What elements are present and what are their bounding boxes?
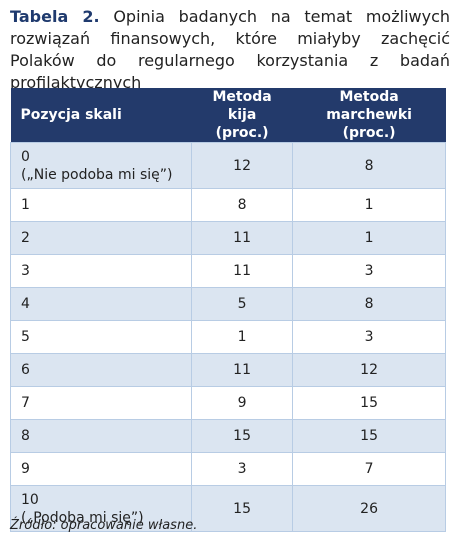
source-note: Źródło: opracowanie własne. <box>10 518 198 533</box>
value-cell: 26 <box>292 485 446 532</box>
header-cell: Metoda marchewki (proc.) <box>292 88 446 143</box>
position-cell: 8 <box>10 419 192 453</box>
position: 10 <box>21 491 39 508</box>
position: 3 <box>21 263 30 279</box>
position-cell: 10 („Podoba mi się”) <box>10 485 192 532</box>
position: 7 <box>21 395 30 411</box>
value-cell: 11 <box>190 353 294 387</box>
value-cell: 5 <box>190 287 294 321</box>
value-cell: 3 <box>292 320 446 354</box>
position-cell: 3 <box>10 254 192 288</box>
value-cell: 8 <box>190 188 294 222</box>
header-text: Pozycja skali <box>20 107 122 123</box>
table-body: 0 („Nie podoba mi się”) 12 8 1 8 1 2 11 1 3 11 3 4 5 8 5… <box>10 142 446 532</box>
value-cell: 15 <box>292 386 446 420</box>
value-cell: 9 <box>190 386 294 420</box>
table-row: 8 15 15 <box>10 419 446 453</box>
caption-text: Opinia badanych na temat możliwych rozwi… <box>10 7 450 92</box>
value-cell: 12 <box>190 142 294 189</box>
table: Pozycja skali Metoda kija (proc.) Metoda mar… <box>10 88 446 532</box>
table-row: 3 11 3 <box>10 254 446 288</box>
table-row: 2 11 1 <box>10 221 446 255</box>
value-cell: 15 <box>292 419 446 453</box>
position: 2 <box>21 230 30 246</box>
table-row: 7 9 15 <box>10 386 446 420</box>
position: 9 <box>21 461 30 477</box>
position: 0 <box>21 148 30 165</box>
value-cell: 7 <box>292 452 446 486</box>
header-cell: Metoda kija (proc.) <box>191 88 293 143</box>
value-cell: 15 <box>190 419 294 453</box>
position-cell: 0 („Nie podoba mi się”) <box>10 142 192 189</box>
position-cell: 2 <box>10 221 192 255</box>
value-cell: 1 <box>292 188 446 222</box>
position-cell: 1 <box>10 188 192 222</box>
position: 8 <box>21 428 30 444</box>
value-cell: 15 <box>190 485 294 532</box>
value-cell: 11 <box>190 254 294 288</box>
position: 5 <box>21 329 30 345</box>
caption-label: Tabela 2. <box>10 7 100 26</box>
value-cell: 1 <box>190 320 294 354</box>
header-cell: Pozycja skali <box>10 88 192 143</box>
value-cell: 1 <box>292 221 446 255</box>
position: 6 <box>21 362 30 378</box>
position-cell: 5 <box>10 320 192 354</box>
position: 4 <box>21 296 30 312</box>
position-note: („Podoba mi się”) <box>21 509 144 526</box>
table-row: 6 11 12 <box>10 353 446 387</box>
value-cell: 11 <box>190 221 294 255</box>
table-row: 0 („Nie podoba mi się”) 12 8 <box>10 142 446 189</box>
position-cell: 4 <box>10 287 192 321</box>
value-cell: 3 <box>292 254 446 288</box>
value-cell: 3 <box>190 452 294 486</box>
position: 1 <box>21 197 30 213</box>
header-text: kija (proc.) <box>215 107 269 141</box>
table-row: 10 („Podoba mi się”) 15 26 <box>10 485 446 532</box>
value-cell: 12 <box>292 353 446 387</box>
header-row: Pozycja skali Metoda kija (proc.) Metoda mar… <box>10 88 446 143</box>
position-cell: 9 <box>10 452 192 486</box>
position-cell: 6 <box>10 353 192 387</box>
value-cell: 8 <box>292 142 446 189</box>
position-cell: 7 <box>10 386 192 420</box>
value-cell: 8 <box>292 287 446 321</box>
header-text: marchewki (proc.) <box>326 107 412 141</box>
position-note: („Nie podoba mi się”) <box>21 166 173 183</box>
caption: Tabela 2. Opinia badanych na temat możli… <box>10 6 450 94</box>
header-text: Metoda <box>212 89 272 105</box>
header-text: Metoda <box>339 89 399 105</box>
